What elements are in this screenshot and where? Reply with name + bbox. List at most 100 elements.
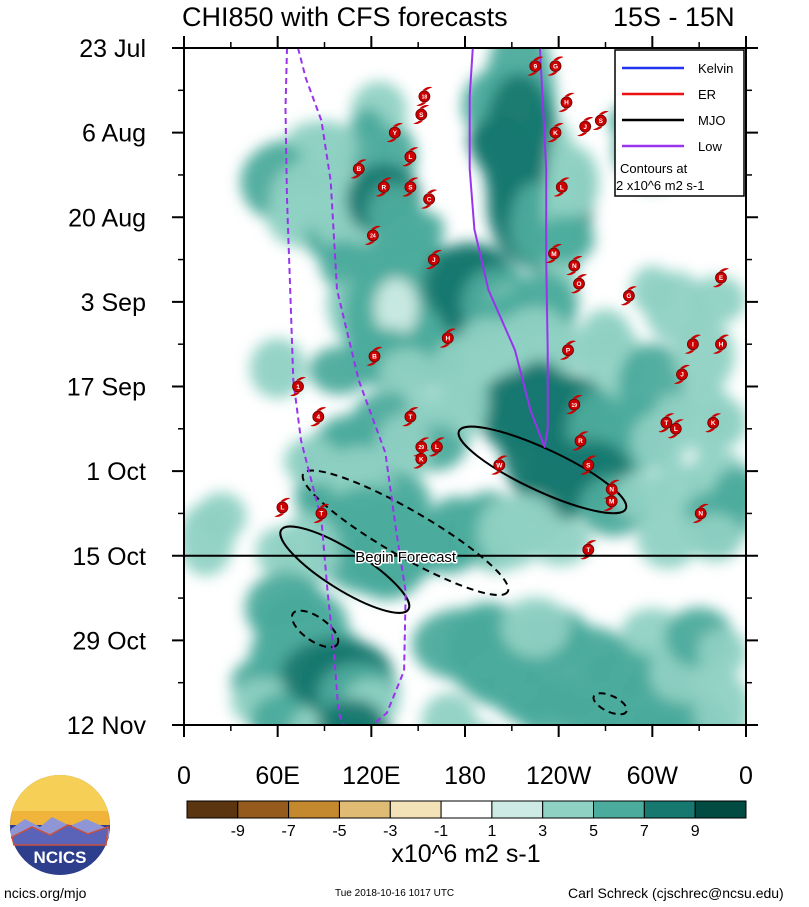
storm-marker[interactable]: O [571,274,587,294]
storm-label: C [427,196,432,203]
storm-eye [549,126,562,139]
storm-marker[interactable]: J [425,250,442,270]
storm-marker[interactable]: E [713,268,729,288]
storm-label: J [583,124,587,131]
storm-eye [430,440,443,453]
storm-marker[interactable]: I [684,334,701,354]
timestamp: Tue 2018-10-16 1017 UTC [335,888,455,899]
storm-marker[interactable]: S [580,455,597,475]
storm-label: I [692,342,694,349]
storm-marker[interactable]: B [366,346,383,366]
storm-arm [439,344,450,348]
storm-marker[interactable]: R [375,177,392,197]
storm-arm [684,350,695,354]
storm-marker[interactable]: J [674,364,690,384]
storm-arm [419,437,430,441]
storm-arm [586,540,597,544]
storm-marker[interactable]: J [577,117,594,137]
storm-arm [392,123,403,127]
colorbar-swatch [491,800,544,819]
storm-marker[interactable]: N [566,256,583,276]
x-tick-label: 0 [739,762,753,790]
storm-marker[interactable]: T [402,407,419,427]
storm-eye [562,344,574,357]
storm-marker[interactable]: M [546,243,562,264]
storm-marker[interactable]: H [558,92,575,112]
storm-marker[interactable]: L [402,147,419,167]
storm-marker[interactable]: N [692,503,709,523]
storm-marker[interactable]: 1 [290,376,306,397]
y-tick-label: 12 Nov [67,712,147,740]
storm-marker[interactable]: P [560,340,576,360]
storm-label: W [496,462,503,469]
anomaly-cell [703,398,746,447]
storm-marker[interactable]: R [572,431,589,451]
storm-arm [416,102,427,106]
storm-arm [370,225,381,230]
storm-arm [553,193,564,197]
storm-arm [372,346,383,351]
anomaly-cell [689,275,746,325]
storm-marker[interactable]: B [350,159,367,179]
storm-arm [366,362,377,366]
storm-arm [592,126,603,131]
storm-marker[interactable]: 18 [416,86,433,106]
storm-marker[interactable]: T [658,413,675,433]
storm-marker[interactable]: C [421,189,438,209]
website-link[interactable]: ncics.org/mjo [4,885,87,901]
storm-label: B [372,354,377,361]
storm-arm [546,259,556,264]
author-credit: Carl Schreck (cjschrec@ncsu.edu) [568,885,784,901]
storm-marker[interactable]: L [667,419,684,439]
storm-marker[interactable]: K [413,449,430,469]
ncics-logo[interactable]: NCICS [10,775,110,875]
storm-arm [698,503,709,508]
legend-label: ER [698,87,716,102]
storm-marker[interactable]: K [705,413,722,433]
anomaly-cell [339,718,388,725]
storm-marker[interactable]: H [439,328,456,348]
anomaly-cell [468,122,512,159]
storm-eye [574,434,587,447]
storm-marker[interactable]: 9 [527,56,544,76]
storm-label: T [319,511,323,518]
storm-marker[interactable]: M [603,491,620,511]
colorbar-swatch [542,800,595,819]
storm-marker[interactable]: Y [386,123,403,143]
storm-label: N [609,487,614,494]
storm-marker[interactable]: W [491,455,508,475]
storm-arm [558,108,569,112]
legend-label: Low [698,139,722,154]
storm-label: S [586,462,591,469]
storm-eye [548,247,560,260]
y-tick-label: 20 Aug [68,204,146,232]
colorbar-swatch [643,800,696,819]
storm-marker[interactable]: S [413,104,430,125]
storm-label: H [564,100,569,107]
storm-marker[interactable]: H [713,334,729,354]
x-tick-label: 60E [255,762,299,790]
storm-label: J [680,372,684,379]
storm-marker[interactable]: L [428,437,445,457]
storm-marker[interactable]: 19 [566,395,583,415]
storm-marker[interactable]: L [274,497,291,517]
storm-marker[interactable]: G [620,286,637,306]
storm-marker[interactable]: 24 [364,225,381,245]
storm-label: P [566,348,571,355]
storm-marker[interactable]: S [402,177,419,197]
anomaly-cell [686,513,743,562]
storm-marker[interactable]: G [547,56,564,76]
x-tick-label: 60W [627,762,679,790]
anomaly-cell [308,346,372,395]
storm-marker[interactable]: K [547,123,564,143]
storm-marker[interactable]: 4 [310,407,327,427]
anomaly-cell [287,120,356,157]
storm-marker[interactable]: S [592,110,609,131]
storm-marker[interactable]: L [553,177,570,197]
storm-eye [415,108,428,121]
storm-arm [577,132,588,137]
colorbar-swatch [694,800,747,819]
storm-arm [560,356,570,360]
storm-marker[interactable]: T [313,503,330,523]
colorbar-swatch [440,800,493,819]
